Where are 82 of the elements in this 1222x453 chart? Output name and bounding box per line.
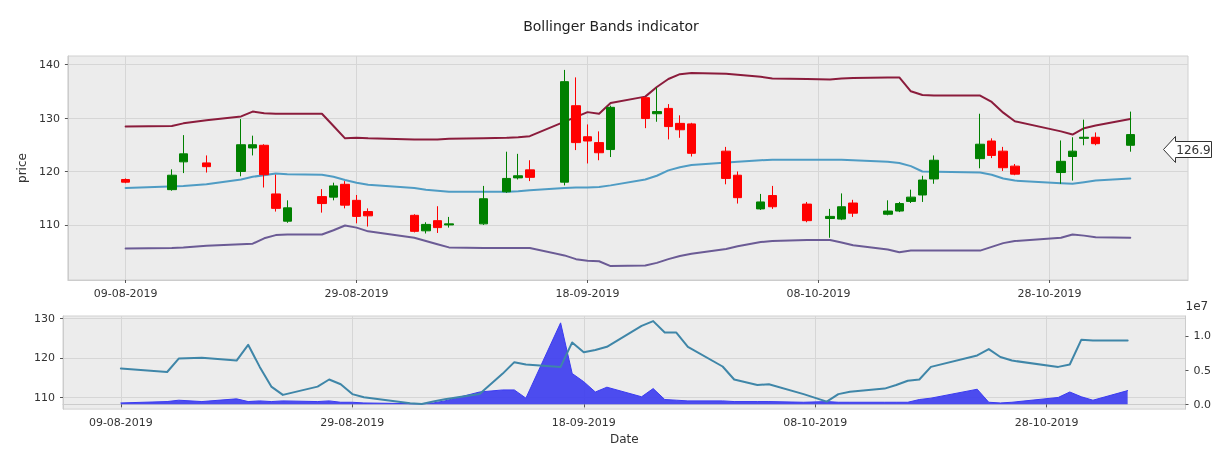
candlestick [594,130,604,161]
candlestick [906,189,916,204]
line-series [124,224,1132,268]
candlestick [410,213,419,233]
x-tick-label: 18-09-2019 [555,287,620,300]
candlestick [606,105,615,158]
candlestick [121,177,130,184]
candlestick [502,151,511,194]
x-tick-label: 28-10-2019 [1017,287,1082,300]
candlestick [259,143,269,189]
y-tick-label: 110 [38,218,60,232]
candlestick [271,174,281,213]
y2-tick-label: 0.5 [1193,363,1212,377]
candlestick [167,168,177,192]
x-tick-label: 18-09-2019 [551,416,616,430]
x-tick-label: 29-08-2019 [324,287,389,300]
candlestick [317,188,327,214]
candlestick [1091,131,1100,146]
y-tick-label: 110 [34,390,55,404]
candlestick [825,208,835,239]
candlestick [641,96,650,129]
candlestick [421,221,431,234]
candlestick [1010,163,1020,176]
y-tick-label: 140 [38,58,60,72]
candlestick [479,185,488,226]
candlestick [236,118,246,177]
candlestick [583,123,592,164]
candlestick [363,207,373,228]
line-series [124,72,1132,141]
candlestick [283,199,292,224]
y2-tick-label: 1.0 [1193,329,1212,343]
candlestick [733,170,742,205]
x-tick-label: 08-10-2019 [786,287,851,300]
y-tick-label: 130 [38,111,60,125]
candlestick [1126,111,1135,153]
y-tick-label: 120 [34,351,55,365]
y-tick-label: 130 [34,311,55,325]
candlestick [1079,119,1089,146]
candlestick [652,87,662,123]
candlestick [179,134,188,174]
candlestick [802,201,812,223]
candlestick [998,146,1008,172]
y-tick-label: 120 [38,164,60,178]
x-tick-label: 09-08-2019 [93,287,158,300]
candlestick [433,205,442,234]
candlestick [664,103,673,140]
candlestick [571,76,581,151]
x-tick-label: 09-08-2019 [88,416,153,430]
x-tick-label: 29-08-2019 [320,416,385,430]
candlestick [444,216,454,229]
x-tick-label: 28-10-2019 [1014,416,1079,430]
candlestick [721,146,731,185]
line-series [124,158,1132,193]
x-axis-title: Date [609,432,639,446]
candlestick [848,199,858,218]
candlestick [918,175,927,203]
candlestick [768,185,777,210]
candlestick [756,193,765,211]
candlestick [352,194,361,224]
candlestick [525,159,535,182]
candlestick [837,192,846,221]
chart-title: Bollinger Bands indicator [523,18,700,34]
candlestick [560,69,569,186]
candlestick [1068,136,1077,182]
candlestick [883,199,893,216]
y2-tick-label: 0.0 [1193,397,1212,411]
candlestick [1056,139,1066,185]
candlestick [675,114,685,139]
candlestick [687,122,696,158]
candlestick [895,201,904,213]
candlestick [248,135,257,156]
x-tick-label: 08-10-2019 [783,416,848,430]
annotation: 126.9 [1176,142,1211,157]
candlestick [202,154,211,174]
candlestick [329,182,338,201]
y2-axis-title: 1e7 [1185,299,1209,313]
y-axis-title: price [15,153,29,183]
candlestick [340,180,350,209]
candlestick [987,137,996,159]
candlestick [975,113,985,169]
candlestick [929,154,939,185]
candlestick [513,153,523,180]
